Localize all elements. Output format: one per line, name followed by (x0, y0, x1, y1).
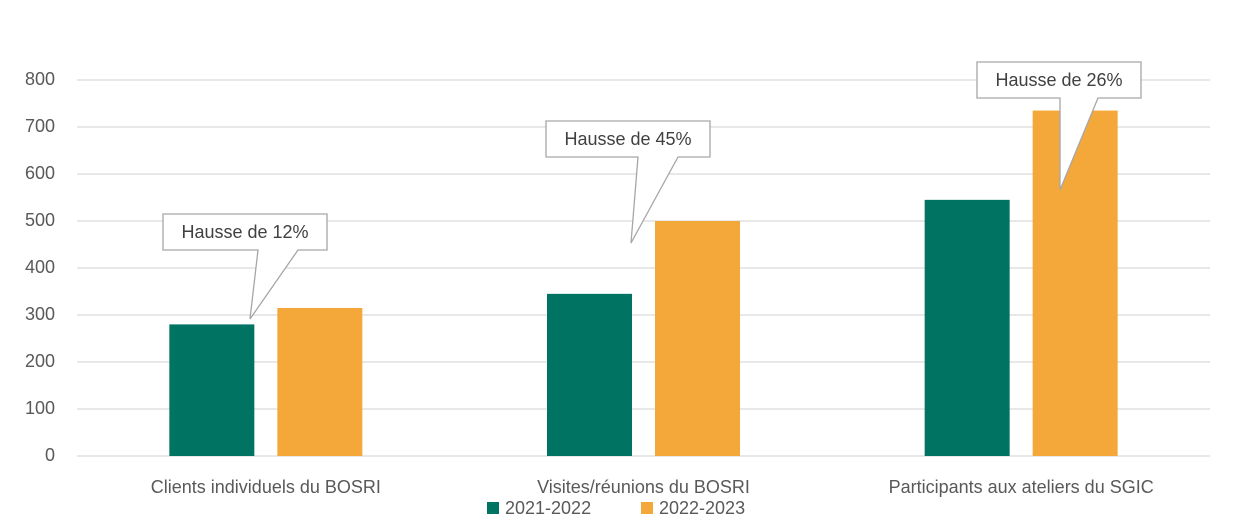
legend-swatch (641, 502, 653, 514)
callout: Hausse de 45% (545, 120, 711, 244)
callout-label: Hausse de 45% (564, 129, 691, 149)
legend-label: 2021-2022 (505, 498, 591, 518)
y-tick-label: 700 (25, 116, 55, 136)
callout-label: Hausse de 26% (995, 70, 1122, 90)
bar (169, 324, 255, 456)
y-tick-label: 600 (25, 163, 55, 183)
legend-swatch (487, 502, 499, 514)
bar (1032, 110, 1118, 457)
x-tick-label: Visites/réunions du BOSRI (537, 477, 750, 497)
bar (924, 199, 1010, 456)
callout: Hausse de 12% (162, 213, 328, 320)
legend-label: 2022-2023 (659, 498, 745, 518)
callout-box (162, 213, 328, 320)
y-tick-label: 100 (25, 398, 55, 418)
y-tick-label: 0 (45, 445, 55, 465)
x-tick-label: Clients individuels du BOSRI (151, 477, 381, 497)
callout-box (545, 120, 711, 244)
bar (547, 293, 632, 456)
bar (655, 221, 740, 456)
y-tick-label: 400 (25, 257, 55, 277)
callout-box (976, 61, 1142, 191)
bar (277, 307, 363, 456)
y-tick-label: 800 (25, 69, 55, 89)
y-tick-label: 200 (25, 351, 55, 371)
callout: Hausse de 26% (976, 61, 1142, 191)
y-tick-label: 500 (25, 210, 55, 230)
y-tick-label: 300 (25, 304, 55, 324)
x-tick-label: Participants aux ateliers du SGIC (889, 477, 1154, 497)
callout-label: Hausse de 12% (181, 222, 308, 242)
